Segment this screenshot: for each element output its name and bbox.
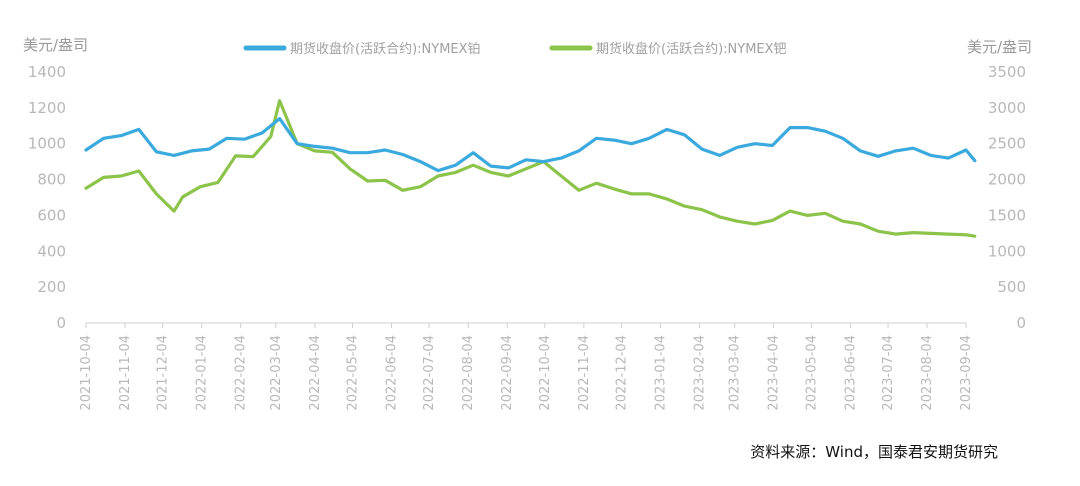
x-tick-label: 2023-04-04 [767, 335, 782, 411]
left-axis-unit: 美元/盎司 [23, 36, 88, 54]
left-tick-label: 600 [37, 206, 66, 224]
left-tick-label: 400 [37, 242, 66, 260]
right-tick-label: 0 [1016, 314, 1026, 332]
right-axis-ticks: 0 500 1000 1500 2000 2500 3000 3500 [988, 63, 1026, 332]
legend-item-platinum: 期货收盘价(活跃合约):NYMEX铂 [243, 41, 481, 57]
x-tick-label: 2023-09-04 [959, 335, 974, 411]
x-tick-label: 2023-05-04 [804, 335, 819, 411]
right-tick-label: 2000 [988, 171, 1026, 189]
right-tick-label: 1000 [988, 242, 1026, 260]
left-tick-label: 1200 [28, 99, 66, 117]
x-tick-label: 2023-08-04 [920, 335, 935, 411]
legend-label-palladium: 期货收盘价(活跃合约):NYMEX钯 [596, 41, 787, 57]
x-tick-label: 2023-07-04 [881, 335, 896, 411]
left-tick-label: 1000 [28, 135, 66, 153]
right-tick-label: 3500 [988, 63, 1026, 81]
right-axis-unit: 美元/盎司 [967, 38, 1032, 56]
x-tick-label: 2023-06-04 [843, 335, 858, 411]
left-tick-label: 1400 [28, 63, 66, 81]
x-tick-label: 2022-03-04 [269, 335, 284, 411]
x-tick-label: 2022-05-04 [346, 335, 361, 411]
x-tick-label: 2022-12-04 [615, 335, 630, 411]
x-tick-label: 2022-07-04 [422, 335, 437, 411]
x-tick-label: 2022-01-04 [195, 335, 210, 411]
x-tick-label: 2022-09-04 [500, 335, 515, 411]
right-tick-label: 500 [997, 278, 1026, 296]
legend-item-palladium: 期货收盘价(活跃合约):NYMEX钯 [549, 41, 787, 57]
legend: 期货收盘价(活跃合约):NYMEX铂 期货收盘价(活跃合约):NYMEX钯 [243, 41, 787, 57]
x-tick-label: 2021-12-04 [156, 335, 171, 411]
right-tick-label: 3000 [988, 99, 1026, 117]
x-tick-label: 2023-03-04 [728, 335, 743, 411]
left-tick-label: 200 [37, 278, 66, 296]
right-tick-label: 2500 [988, 135, 1026, 153]
series-line-platinum [84, 116, 977, 173]
left-tick-label: 0 [56, 314, 66, 332]
right-tick-label: 1500 [988, 206, 1026, 224]
x-tick-label: 2023-01-04 [654, 335, 669, 411]
x-tick-label: 2021-11-04 [118, 335, 133, 411]
x-tick-label: 2021-10-04 [79, 335, 94, 411]
left-axis-ticks: 0 200 400 600 800 1000 1200 1400 [28, 63, 66, 332]
x-tick-label: 2023-02-04 [692, 335, 707, 411]
series-line-palladium [84, 99, 977, 238]
x-tick-label: 2022-10-04 [538, 335, 553, 411]
x-tick-label: 2022-02-04 [234, 335, 249, 411]
x-tick-label: 2022-11-04 [577, 335, 592, 411]
x-tick-label: 2022-08-04 [461, 335, 476, 411]
x-tick-label: 2022-06-04 [384, 335, 399, 411]
left-tick-label: 800 [37, 171, 66, 189]
legend-label-platinum: 期货收盘价(活跃合约):NYMEX铂 [290, 41, 481, 57]
x-axis: 2021-10-04 2021-11-04 2021-12-04 2022-01-04… [79, 322, 974, 411]
x-tick-label: 2022-04-04 [308, 335, 323, 411]
series-layer [84, 99, 977, 238]
source-note: 资料来源：Wind，国泰君安期货研究 [750, 443, 998, 461]
